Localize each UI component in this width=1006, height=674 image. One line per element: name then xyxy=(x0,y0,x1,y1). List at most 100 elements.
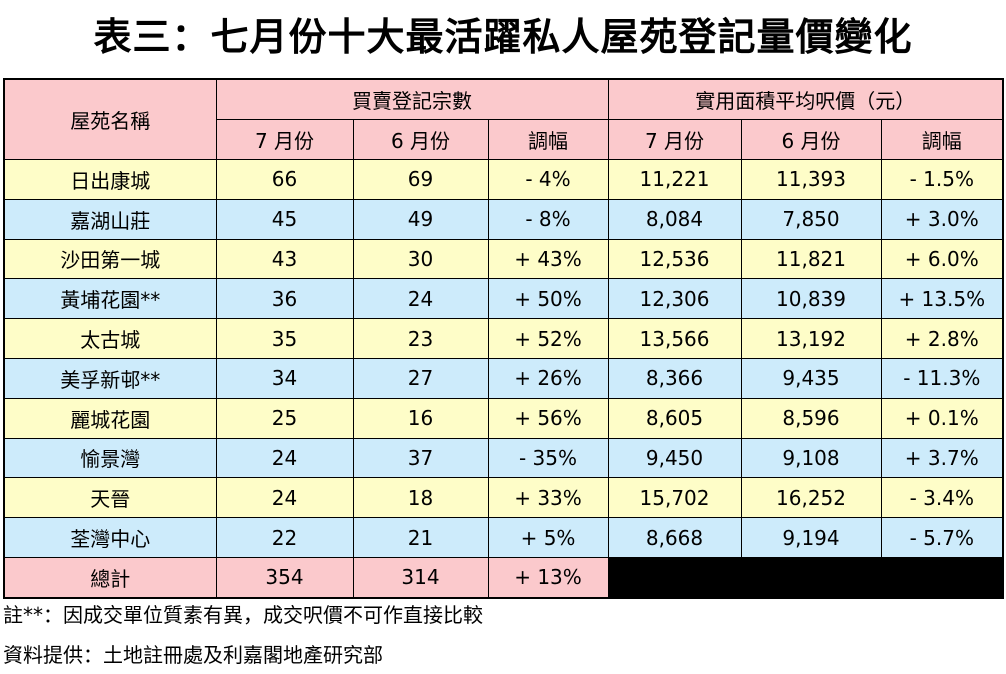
data-cell: - 5.7% xyxy=(880,517,1004,558)
data-cell: - 11.3% xyxy=(880,357,1004,399)
estate-name: 沙田第一城 xyxy=(3,238,217,280)
data-cell: 27 xyxy=(352,357,489,399)
data-cell: 22 xyxy=(215,517,354,558)
data-cell: + 0.1% xyxy=(880,397,1004,439)
header-cell: 實用面積平均呎價（元） xyxy=(607,78,1004,120)
data-cell: 16 xyxy=(352,397,489,439)
total-label: 總計 xyxy=(3,556,217,599)
data-cell: + 13.5% xyxy=(880,278,1004,320)
data-cell: - 8% xyxy=(487,198,609,240)
data-cell: - 4% xyxy=(487,159,609,200)
blank-cell xyxy=(607,556,1004,599)
data-cell: 21 xyxy=(352,517,489,558)
total-cell: 354 xyxy=(215,556,354,599)
data-cell: 8,596 xyxy=(740,397,882,439)
data-cell: - 35% xyxy=(487,437,609,479)
data-cell: 45 xyxy=(215,198,354,240)
header-cell: 調幅 xyxy=(487,119,609,160)
data-cell: 13,566 xyxy=(607,318,742,359)
estate-name: 美孚新邨** xyxy=(3,357,217,399)
data-cell: 23 xyxy=(352,318,489,359)
data-cell: + 6.0% xyxy=(880,238,1004,280)
total-cell: + 13% xyxy=(487,556,609,599)
data-cell: - 1.5% xyxy=(880,159,1004,200)
data-cell: + 33% xyxy=(487,477,609,519)
data-cell: + 2.8% xyxy=(880,318,1004,359)
data-cell: + 3.0% xyxy=(880,198,1004,240)
data-cell: 24 xyxy=(215,477,354,519)
data-cell: 11,821 xyxy=(740,238,882,280)
data-cell: 24 xyxy=(352,278,489,320)
data-cell: + 56% xyxy=(487,397,609,439)
estate-name: 天晉 xyxy=(3,477,217,519)
header-cell: 屋苑名稱 xyxy=(3,78,217,160)
data-cell: 9,435 xyxy=(740,357,882,399)
data-cell: 49 xyxy=(352,198,489,240)
data-cell: 37 xyxy=(352,437,489,479)
data-cell: 10,839 xyxy=(740,278,882,320)
data-cell: 8,366 xyxy=(607,357,742,399)
data-row: 美孚新邨** 34 27 + 26% 8,366 9,435- 11.3% xyxy=(3,357,1004,399)
data-cell: 11,393 xyxy=(740,159,882,200)
data-cell: + 50% xyxy=(487,278,609,320)
estate-name: 黃埔花園** xyxy=(3,278,217,320)
estate-name: 嘉湖山莊 xyxy=(3,198,217,240)
data-cell: 9,108 xyxy=(740,437,882,479)
data-cell: 36 xyxy=(215,278,354,320)
data-row: 太古城 35 23 + 52% 13,566 13,192 + 2.8% xyxy=(3,318,1004,359)
estate-name: 愉景灣 xyxy=(3,437,217,479)
data-cell: 9,450 xyxy=(607,437,742,479)
estate-name: 荃灣中心 xyxy=(3,517,217,558)
data-row: 日出康城 66 69- 4% 11,221 11,393- 1.5% xyxy=(3,159,1004,200)
header-cell: 調幅 xyxy=(880,119,1004,160)
data-cell: 66 xyxy=(215,159,354,200)
data-row: 黃埔花園** 36 24 + 50% 12,306 10,839 + 13.5% xyxy=(3,278,1004,320)
header-cell: 買賣登記宗數 xyxy=(215,78,609,120)
data-cell: 11,221 xyxy=(607,159,742,200)
price-table: 屋苑名稱 買賣登記宗數 實用面積平均呎價（元） 7 月份 6 月份 調幅 7 月份 6 … xyxy=(3,78,1005,599)
data-cell: 43 xyxy=(215,238,354,280)
total-row: 總計 354 314 + 13% xyxy=(3,556,1004,599)
estate-name: 麗城花園 xyxy=(3,397,217,439)
data-cell: + 5% xyxy=(487,517,609,558)
data-cell: 18 xyxy=(352,477,489,519)
data-cell: 16,252 xyxy=(740,477,882,519)
estate-name: 日出康城 xyxy=(3,159,217,200)
data-row: 荃灣中心 22 21 + 5% 8,668 9,194- 5.7% xyxy=(3,517,1004,558)
data-row: 沙田第一城 43 30 + 43% 12,536 11,821 + 6.0% xyxy=(3,238,1004,280)
data-cell: 12,536 xyxy=(607,238,742,280)
header-cell: 6 月份 xyxy=(740,119,882,160)
data-cell: + 3.7% xyxy=(880,437,1004,479)
data-cell: 9,194 xyxy=(740,517,882,558)
data-cell: 24 xyxy=(215,437,354,479)
data-row: 愉景灣 24 37- 35% 9,450 9,108 + 3.7% xyxy=(3,437,1004,479)
data-cell: 7,850 xyxy=(740,198,882,240)
header-cell: 6 月份 xyxy=(352,119,489,160)
header-row: 屋苑名稱 買賣登記宗數 實用面積平均呎價（元） xyxy=(3,78,1004,160)
data-cell: + 43% xyxy=(487,238,609,280)
header-cell: 7 月份 xyxy=(607,119,742,160)
page-title: 表三：七月份十大最活躍私人屋苑登記量價變化 xyxy=(93,15,913,59)
table-body: 屋苑名稱 買賣登記宗數 實用面積平均呎價（元） 7 月份 6 月份 調幅 7 月份 6 … xyxy=(3,78,1004,599)
data-cell: 30 xyxy=(352,238,489,280)
data-cell: - 3.4% xyxy=(880,477,1004,519)
data-cell: 69 xyxy=(352,159,489,200)
header-row: 7 月份 6 月份 調幅 7 月份 6 月份 調幅 xyxy=(4,119,1004,160)
data-cell: 8,084 xyxy=(607,198,742,240)
data-cell: + 26% xyxy=(487,357,609,399)
data-cell: 8,605 xyxy=(607,397,742,439)
data-cell: 25 xyxy=(215,397,354,439)
data-cell: 35 xyxy=(215,318,354,359)
data-cell: 12,306 xyxy=(607,278,742,320)
data-cell: 34 xyxy=(215,357,354,399)
header-cell: 7 月份 xyxy=(215,119,354,160)
estate-name: 太古城 xyxy=(3,318,217,359)
data-cell: 13,192 xyxy=(740,318,882,359)
note: 註**：因成交單位質素有異，成交呎價不可作直接比較 xyxy=(3,603,483,627)
data-row: 嘉湖山莊 45 49- 8% 8,084 7,850 + 3.0% xyxy=(3,198,1004,240)
data-row: 天晉 24 18 + 33% 15,702 16,252- 3.4% xyxy=(3,477,1004,519)
data-cell: 8,668 xyxy=(607,517,742,558)
data-cell: + 52% xyxy=(487,318,609,359)
data-row: 麗城花園 25 16 + 56% 8,605 8,596 + 0.1% xyxy=(3,397,1004,439)
